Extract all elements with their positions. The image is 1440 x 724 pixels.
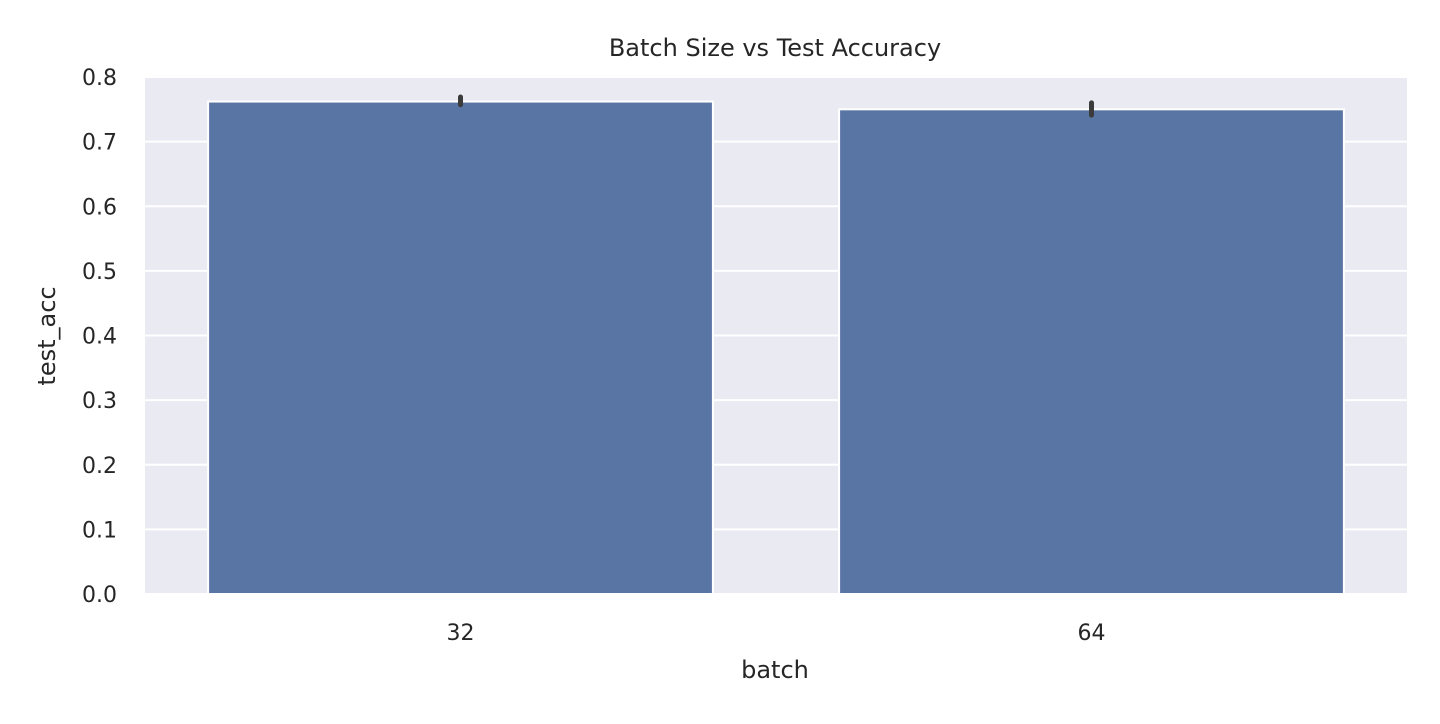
y-tick-label: 0.0 xyxy=(82,583,117,608)
y-tick-label: 0.6 xyxy=(82,195,117,220)
x-tick-label: 64 xyxy=(1078,621,1106,646)
y-tick-label: 0.8 xyxy=(82,66,117,91)
bar-64 xyxy=(838,108,1345,595)
y-tick-labels: 0.0 0.1 0.2 0.3 0.4 0.5 0.6 0.7 0.8 xyxy=(82,66,117,608)
bar-32 xyxy=(207,100,714,596)
y-tick-label: 0.4 xyxy=(82,325,117,350)
y-tick-label: 0.2 xyxy=(82,454,117,479)
error-bars xyxy=(458,94,1094,118)
y-tick-label: 0.7 xyxy=(82,131,117,156)
x-axis-label: batch xyxy=(741,656,809,684)
y-tick-label: 0.1 xyxy=(82,518,117,543)
y-tick-label: 0.5 xyxy=(82,260,117,285)
x-tick-labels: 32 64 xyxy=(447,621,1106,646)
y-axis-label: test_acc xyxy=(33,286,61,385)
chart-title: Batch Size vs Test Accuracy xyxy=(609,34,941,62)
bars xyxy=(207,100,1345,596)
x-tick-label: 32 xyxy=(447,621,475,646)
y-tick-label: 0.3 xyxy=(82,389,117,414)
